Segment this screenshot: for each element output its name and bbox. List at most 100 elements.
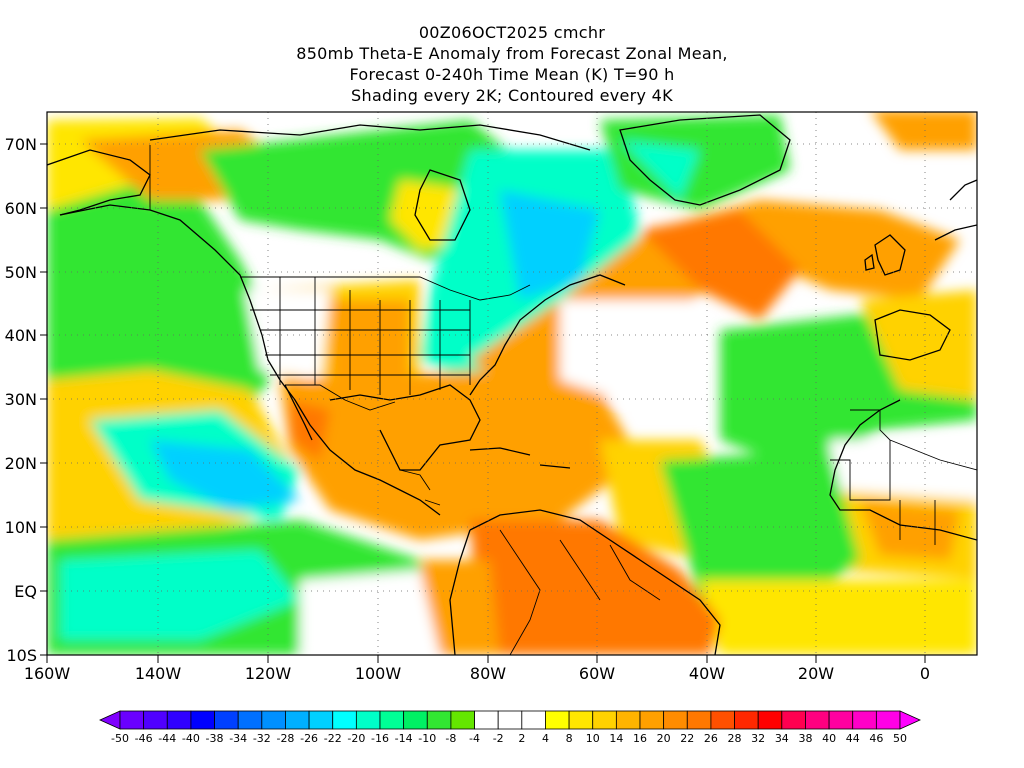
colorbar-label: -32 (253, 732, 271, 745)
colorbar-swatch (190, 710, 215, 730)
colorbar-swatch (592, 710, 617, 730)
colorbar-swatch (143, 710, 168, 730)
colorbar-swatch (379, 710, 405, 730)
colorbar: -50 -46 -44 -40 -38 -34 -32 -28 -26 -22 -20 -16 -14-… (99, 710, 921, 745)
south-america-west-orange (420, 560, 500, 655)
colorbar-label: -10 (418, 732, 436, 745)
us-plains-orange-region (330, 300, 410, 380)
lat-tick-label: 10N (5, 518, 37, 537)
graticule (47, 112, 977, 655)
colorbar-swatch (285, 710, 310, 730)
iberia-gold-region (860, 290, 977, 400)
border-us-mexico (285, 384, 396, 411)
colorbar-swatch (497, 710, 523, 730)
colorbar-label: -38 (206, 732, 224, 745)
lat-tick-labels: 70N 60N 50N 40N 30N 20N 10N EQ 10S (5, 135, 37, 665)
shaded-field (47, 112, 977, 655)
coast-greenland (619, 114, 791, 206)
colorbar-label: -28 (276, 732, 294, 745)
colorbar-swatch (757, 710, 783, 730)
colorbar-swatch (615, 710, 641, 730)
colorbar-label: 14 (609, 732, 623, 745)
colorbar-label: 50 (893, 732, 907, 745)
colorbar-swatch (639, 710, 665, 730)
colorbar-swatch (686, 710, 712, 730)
colorbar-label: 32 (751, 732, 765, 745)
colorbar-label: -34 (229, 732, 247, 745)
colorbar-label: 26 (704, 732, 718, 745)
coast-scandinavia (934, 179, 977, 241)
lat-tick-label: 40N (5, 326, 37, 345)
atlantic-white-region (560, 300, 700, 400)
coastlines (47, 114, 977, 655)
political-borders (149, 145, 977, 655)
lon-tick-label: 60W (579, 664, 615, 683)
border-us-canada (240, 276, 531, 301)
lat-tick-label: 60N (5, 199, 37, 218)
lat-tick-label: 30N (5, 390, 37, 409)
colorbar-label: 20 (657, 732, 671, 745)
south-america-darkorange (470, 520, 720, 655)
colorbar-swatch (119, 710, 145, 730)
colorbar-label: 40 (822, 732, 836, 745)
colorbar-label: 4 (542, 732, 549, 745)
lon-tick-label: 20W (798, 664, 834, 683)
coast-hudson-bay (414, 169, 471, 241)
colorbar-label: -14 (395, 732, 413, 745)
coast-canada-north (149, 124, 591, 151)
lat-tick-label: 20N (5, 454, 37, 473)
colorbar-swatch (875, 710, 901, 730)
lat-tick-label: EQ (14, 582, 37, 601)
colorbar-label: 8 (566, 732, 573, 745)
colorbar-swatch (355, 710, 381, 730)
lat-tick-label: 50N (5, 263, 37, 282)
colorbar-label: -2 (493, 732, 504, 745)
colorbar-swatch (663, 710, 688, 730)
colorbar-label: -8 (445, 732, 456, 745)
colorbar-swatch (214, 710, 239, 730)
arctic-east-orange (871, 112, 977, 150)
colorbar-label: -20 (347, 732, 365, 745)
colorbar-label: -22 (324, 732, 342, 745)
colorbar-label: 22 (680, 732, 694, 745)
lon-tick-label: 80W (470, 664, 506, 683)
tropical-pacific-teal (60, 550, 300, 640)
pacific-cyan-region (150, 440, 300, 510)
title-block: 00Z06OCT2025 cmchr 850mb Theta-E Anomaly… (0, 22, 1024, 106)
coast-cuba (469, 447, 571, 469)
colorbar-swatch (545, 710, 570, 730)
colorbar-label: 28 (728, 732, 742, 745)
colorbar-swatch (474, 710, 499, 730)
coast-us-east (469, 274, 626, 396)
hudson-cyan-region (500, 190, 600, 300)
border-central-america (399, 469, 441, 506)
colorbar-label: -16 (371, 732, 389, 745)
colorbar-swatch (237, 710, 263, 730)
lon-tick-labels: 160W 140W 120W 100W 80W 60W 40W 20W 0 (24, 664, 930, 683)
coast-british-isles (864, 234, 906, 276)
colorbar-label: 38 (798, 732, 812, 745)
south-atlantic-yellow (700, 580, 977, 655)
colorbar-swatch (426, 710, 452, 730)
coast-north-america-west (59, 204, 441, 516)
lon-tick-label: 160W (24, 664, 71, 683)
colorbar-label: 10 (586, 732, 600, 745)
border-us-states (250, 277, 471, 395)
title-line-3: Forecast 0-240h Time Mean (K) T=90 h (349, 65, 675, 84)
colorbar-swatch (403, 710, 428, 730)
border-south-america (499, 529, 661, 655)
colorbar-swatch (261, 710, 286, 730)
colorbar-swatch (568, 710, 594, 730)
lon-tick-label: 140W (135, 664, 182, 683)
colorbar-right-arrow (899, 710, 921, 730)
colorbar-left-arrow (99, 710, 121, 730)
tropical-atlantic-green (660, 450, 860, 620)
colorbar-label: -50 (111, 732, 129, 745)
lat-tick-label: 10S (6, 646, 37, 665)
coast-africa (829, 399, 977, 541)
coast-south-america (449, 509, 721, 655)
lon-tick-label: 100W (355, 664, 402, 683)
colorbar-label: 34 (775, 732, 789, 745)
colorbar-swatch (710, 710, 735, 730)
